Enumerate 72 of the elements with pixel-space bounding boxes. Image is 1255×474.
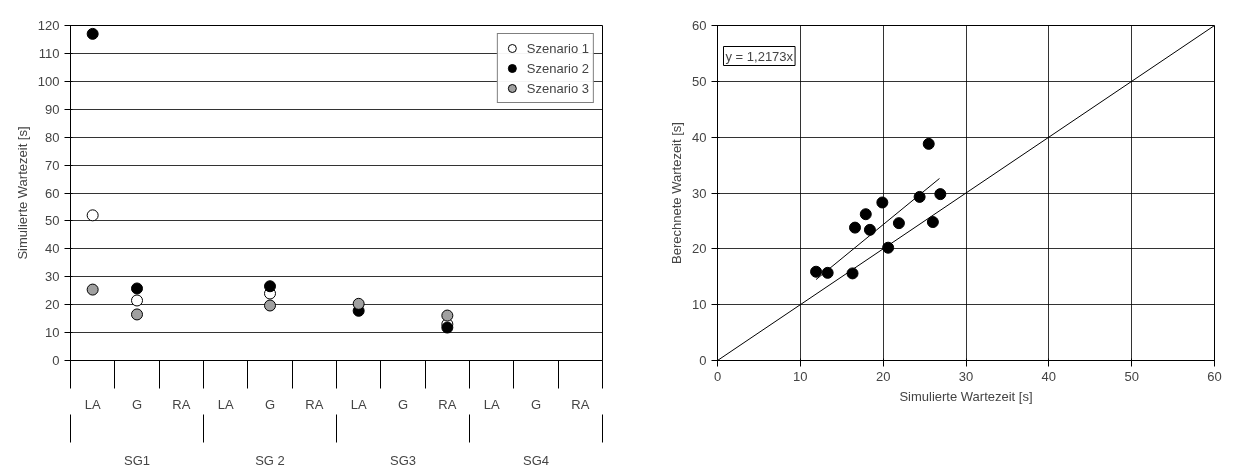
y-tick-label: 20 [692, 241, 707, 257]
x-axis-title: Simulierte Wartezeit [s] [899, 388, 1033, 404]
legend-label: Szenario 3 [526, 79, 589, 98]
point [264, 280, 276, 293]
point [882, 241, 895, 254]
x-tick-label: 20 [875, 368, 891, 384]
point [922, 137, 935, 150]
y-tick-label: 100 [37, 73, 60, 89]
y-tick-label: 90 [45, 101, 60, 117]
point [810, 265, 823, 278]
y-tick-label: 30 [45, 269, 60, 285]
x-tick-label: RA [571, 396, 590, 412]
y-tick-label: 40 [45, 241, 60, 257]
point [86, 27, 99, 40]
point [86, 283, 99, 296]
x-tick-label: RA [305, 396, 324, 412]
y-tick-label: 40 [692, 129, 707, 145]
x-tick-label: RA [438, 396, 457, 412]
text: SG3 [389, 452, 417, 468]
y-tick-label: 120 [37, 18, 60, 33]
point [859, 208, 872, 221]
y-tick-label: 110 [38, 45, 60, 61]
x-tick-label: LA [483, 396, 500, 412]
y-tick-label: 50 [45, 213, 60, 229]
y-tick-label: 20 [45, 297, 60, 313]
x-tick-label: 30 [958, 368, 974, 384]
point [821, 266, 834, 279]
legend-label: Szenario 1 [526, 39, 589, 58]
x-tick-label: G [530, 396, 542, 412]
text: SG1 [123, 452, 151, 468]
x-tick-label: 40 [1041, 368, 1057, 384]
x-tick-label: G [131, 396, 143, 412]
point [352, 297, 365, 310]
y-tick-label: 60 [45, 185, 60, 201]
y-tick-label: 50 [692, 73, 707, 89]
y-tick-label: 70 [45, 157, 60, 173]
y-tick-label: 0 [699, 353, 707, 368]
x-tick-label: G [397, 396, 409, 412]
y-tick-label: 10 [45, 325, 60, 341]
point [846, 267, 859, 280]
point [131, 294, 143, 307]
y-axis-title: Berechnete Wartezeit [s] [669, 122, 685, 264]
x-tick-label: RA [172, 396, 191, 412]
point [86, 209, 99, 222]
legend-label: Szenario 2 [526, 59, 589, 78]
y-tick-label: 0 [52, 353, 60, 368]
x-tick-label: 0 [713, 368, 722, 384]
x-tick-label: LA [84, 396, 101, 412]
point [934, 188, 947, 201]
point [264, 299, 276, 312]
point [131, 308, 143, 321]
point [863, 223, 876, 236]
point [441, 309, 454, 322]
point [131, 282, 143, 295]
y-tick-label: 60 [692, 18, 707, 33]
y-tick-label: 30 [692, 185, 707, 201]
y-tick-label: 10 [692, 297, 707, 313]
x-tick-label: 60 [1207, 368, 1222, 384]
x-tick-label: 10 [793, 368, 808, 384]
x-tick-label: LA [217, 396, 234, 412]
point [926, 216, 939, 229]
point [849, 221, 861, 234]
text: SG4 [522, 452, 550, 468]
point [876, 196, 889, 209]
x-tick-label: 50 [1124, 368, 1139, 384]
point [892, 217, 905, 230]
annotation: y = 1,2173x [725, 48, 794, 64]
x-tick-label: G [264, 396, 276, 412]
x-tick-label: LA [350, 396, 367, 412]
text: SG 2 [255, 452, 285, 468]
y-tick-label: 80 [45, 129, 60, 145]
y-axis-title: Simulierte Wartezeit [s] [14, 126, 30, 260]
